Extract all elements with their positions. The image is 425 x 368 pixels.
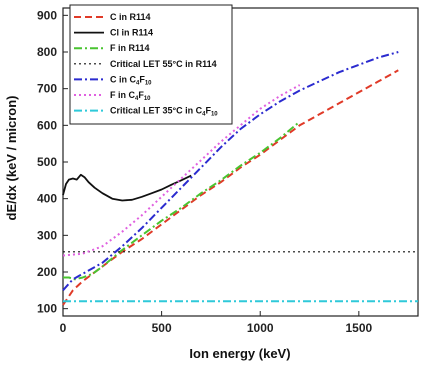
x-tick-label: 500: [152, 321, 172, 335]
legend-label-4: C in C4F10: [110, 74, 152, 86]
y-axis-ticks: 100 200 300 400 500 600 700 800 900: [37, 8, 68, 316]
y-tick-label: 900: [37, 8, 57, 22]
legend: C in R114 Cl in R114 F in R114 Critical LET…: [69, 4, 233, 125]
series-line-1: [62, 173, 192, 202]
y-tick-label: 500: [37, 155, 57, 169]
legend-box: [69, 4, 233, 125]
x-axis-label: Ion energy (keV): [189, 346, 290, 361]
y-tick-label: 300: [37, 228, 57, 242]
y-tick-label: 400: [37, 192, 57, 206]
legend-label-5: F in C4F10: [110, 90, 151, 102]
legend-label-1: Cl in R114: [110, 28, 153, 38]
x-tick-label: 1500: [345, 321, 372, 335]
series-line-5: [62, 84, 301, 257]
x-tick-label: 0: [60, 321, 67, 335]
y-tick-label: 800: [37, 45, 57, 59]
x-tick-label: 1000: [247, 321, 274, 335]
legend-label-2: F in R114: [110, 43, 150, 53]
y-tick-label: 200: [37, 265, 57, 279]
y-axis-label: dE/dx (keV / micron): [4, 96, 19, 221]
series-line-4: [62, 51, 399, 291]
y-tick-label: 100: [37, 302, 57, 316]
x-axis-ticks: 0 500 1000 1500: [60, 311, 373, 335]
series-layer: [62, 51, 418, 306]
y-tick-label: 600: [37, 118, 57, 132]
legend-label-3: Critical LET 55°C in R114: [110, 59, 217, 69]
legend-label-0: C in R114: [110, 12, 151, 22]
series-line-0: [62, 69, 399, 306]
legend-label-6: Critical LET 35°C in C4F10: [110, 106, 218, 118]
y-tick-label: 700: [37, 82, 57, 96]
series-line-2: [63, 120, 301, 281]
